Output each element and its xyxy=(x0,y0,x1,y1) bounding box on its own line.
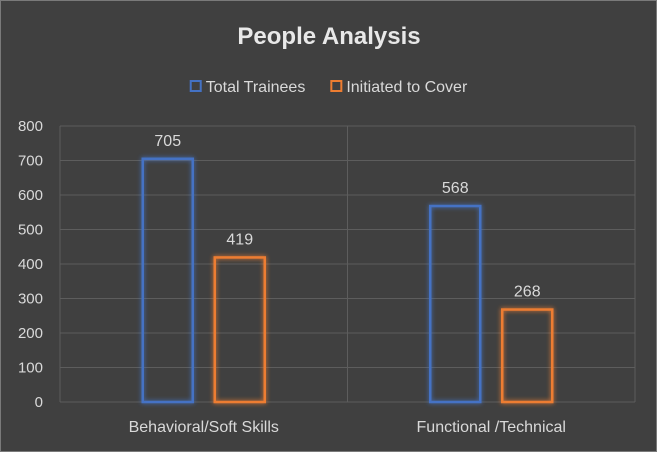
y-tick-label: 600 xyxy=(18,187,43,204)
data-label: 419 xyxy=(226,231,253,248)
data-label: 568 xyxy=(442,180,469,197)
y-tick-label: 200 xyxy=(18,325,43,342)
x-category-label: Behavioral/Soft Skills xyxy=(129,419,279,436)
y-tick-label: 100 xyxy=(18,360,43,377)
data-label: 705 xyxy=(154,133,181,150)
y-axis: 0 100 200 300 400 500 600 700 800 xyxy=(18,118,43,411)
legend-item: Initiated to Cover xyxy=(330,79,468,96)
y-tick-label: 500 xyxy=(18,222,43,239)
chart-title: People Analysis xyxy=(237,23,420,50)
gridlines xyxy=(59,125,636,403)
bar xyxy=(501,308,554,404)
bar xyxy=(213,256,266,404)
y-tick-label: 300 xyxy=(18,291,43,308)
bar xyxy=(141,157,194,404)
y-tick-label: 400 xyxy=(18,256,43,273)
legend-item: Total Trainees xyxy=(189,79,306,96)
legend: Total Trainees Initiated to Cover xyxy=(189,79,468,96)
x-axis: Behavioral/Soft Skills Functional /Techni… xyxy=(129,419,566,436)
legend-label: Initiated to Cover xyxy=(346,79,468,96)
legend-swatch xyxy=(189,80,202,92)
legend-label: Total Trainees xyxy=(206,79,306,96)
x-category-label: Functional /Technical xyxy=(417,419,566,436)
bar xyxy=(429,204,482,404)
y-tick-label: 700 xyxy=(18,153,43,170)
legend-swatch xyxy=(330,80,343,92)
y-tick-label: 0 xyxy=(35,394,43,411)
bars: 705 419 568 268 xyxy=(141,133,554,404)
y-tick-label: 800 xyxy=(18,118,43,135)
data-label: 268 xyxy=(514,284,541,301)
